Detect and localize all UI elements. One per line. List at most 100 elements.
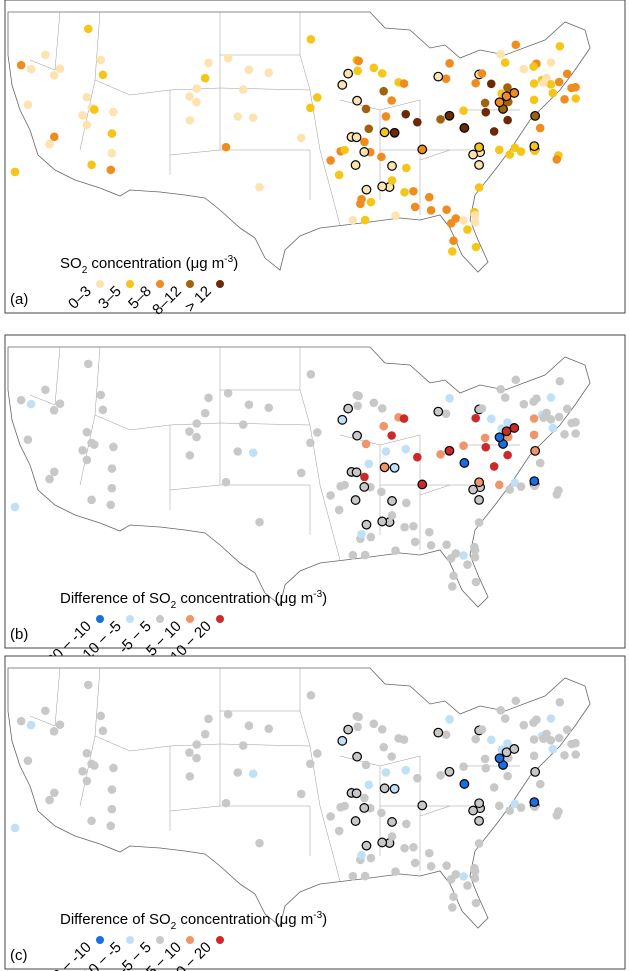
station-dot: [474, 839, 484, 848]
station-dot: [343, 403, 354, 414]
station-dot: [489, 783, 499, 792]
station-dot: [468, 484, 479, 495]
legend-title: Difference of SO2 concentration (μg m-3): [60, 910, 327, 932]
station-dot: [511, 40, 521, 50]
station-dot: [185, 451, 195, 460]
station-dot: [238, 741, 248, 750]
station-dot: [348, 871, 358, 881]
station-dot: [539, 413, 548, 422]
station-dot: [471, 78, 481, 88]
station-dot: [351, 788, 362, 799]
station-dot: [41, 385, 50, 395]
station-dot: [402, 498, 411, 508]
station-dot: [337, 735, 348, 746]
station-dot: [340, 480, 349, 490]
station-dot: [26, 64, 36, 74]
station-dot: [200, 408, 210, 418]
legend-swatch: [186, 936, 194, 944]
station-dot: [337, 414, 348, 425]
legend-title-part: ): [233, 255, 238, 272]
station-dot: [107, 785, 117, 794]
station-dot: [360, 793, 369, 803]
station-dot: [41, 50, 50, 60]
station-dot: [369, 398, 379, 408]
station-dot: [387, 496, 397, 506]
station-dot: [529, 735, 539, 744]
station-dot: [55, 720, 65, 729]
station-dot: [361, 104, 371, 114]
station-dot: [539, 78, 548, 87]
station-dot: [326, 156, 335, 165]
station-dot: [448, 247, 457, 256]
station-dot: [496, 49, 506, 59]
station-dot: [244, 400, 254, 409]
station-dot: [361, 439, 371, 449]
station-dot: [109, 442, 118, 452]
station-dot: [238, 85, 248, 94]
station-dot: [364, 459, 374, 469]
station-dot: [494, 432, 505, 443]
station-dot: [223, 388, 233, 398]
station-dot: [248, 113, 258, 123]
legend-title-part: SO: [60, 255, 82, 272]
station-dot: [337, 79, 348, 90]
station-dot: [89, 761, 99, 770]
station-dot: [185, 772, 195, 781]
station-dot: [500, 58, 510, 67]
station-dot: [459, 106, 468, 115]
station-dot: [49, 71, 59, 80]
station-dot: [185, 116, 195, 125]
station-dot: [474, 142, 485, 153]
station-dot: [555, 41, 565, 51]
legend-title-part: concentration (μg m: [87, 255, 224, 272]
station-dot: [413, 452, 422, 462]
station-dot: [361, 519, 372, 530]
legend-title-part: concentration (μg m: [176, 590, 313, 607]
station-dot: [459, 441, 468, 450]
station-dot: [106, 165, 116, 175]
station-dot: [571, 750, 581, 759]
station-dot: [539, 734, 548, 743]
station-dot: [49, 467, 59, 477]
station-dot: [560, 429, 569, 439]
station-dot: [387, 96, 396, 105]
station-dot: [433, 406, 444, 417]
station-dot: [313, 428, 322, 437]
station-dot: [505, 150, 515, 159]
station-dot: [546, 735, 556, 745]
station-dot: [192, 753, 201, 763]
station-dot: [361, 760, 371, 770]
station-dot: [546, 414, 556, 424]
station-dot: [503, 450, 512, 460]
station-dot: [354, 391, 363, 401]
station-dot: [296, 133, 306, 143]
station-dot: [348, 215, 358, 225]
station-dot: [49, 132, 59, 142]
station-dot: [474, 159, 484, 170]
station-dot: [503, 739, 512, 748]
station-dot: [510, 799, 520, 809]
station-dot: [477, 69, 487, 78]
station-dot: [409, 521, 418, 531]
legend-title-part: ): [322, 590, 327, 607]
station-dot: [379, 742, 388, 752]
station-dot: [529, 414, 539, 423]
station-dot: [192, 740, 202, 749]
station-dot: [535, 458, 545, 468]
station-dot: [449, 892, 458, 902]
station-dot: [82, 748, 92, 758]
station-dot: [459, 762, 468, 771]
station-dot: [366, 197, 376, 207]
station-dot: [296, 789, 306, 799]
station-dot: [387, 431, 396, 440]
station-dot: [511, 696, 521, 706]
station-dot: [442, 205, 451, 214]
station-dot: [387, 832, 397, 841]
station-dot: [377, 487, 386, 497]
station-dot: [424, 192, 434, 202]
station-dot: [306, 759, 315, 769]
station-dot: [313, 749, 322, 758]
station-dot: [82, 776, 92, 786]
station-dot: [350, 495, 361, 505]
station-dot: [471, 898, 481, 908]
